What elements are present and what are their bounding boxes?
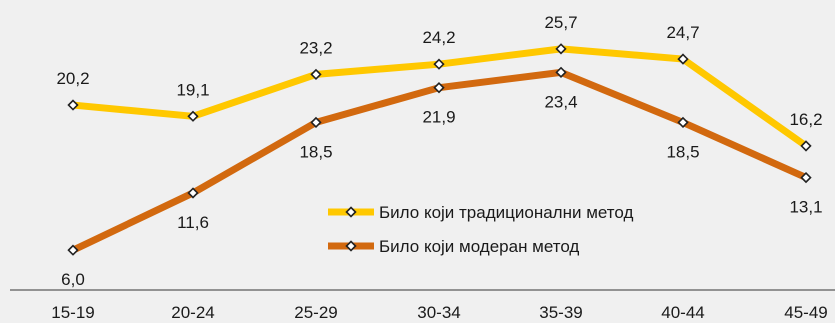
series-layer (67, 43, 812, 256)
modern-point-marker (677, 116, 689, 129)
modern-data-label: 23,4 (544, 92, 577, 111)
modern-point-marker (555, 66, 567, 78)
modern-point-marker (187, 187, 199, 199)
traditional-point-marker (433, 58, 445, 70)
modern-point-marker (800, 171, 812, 184)
traditional-point-marker (187, 110, 199, 122)
modern-data-label: 18,5 (666, 142, 699, 161)
legend-marker (345, 240, 357, 252)
traditional-point-marker (800, 140, 812, 152)
traditional-point-marker (677, 53, 689, 65)
modern-data-label: 18,5 (299, 142, 332, 161)
legend-label: Било који традиционални метод (379, 203, 633, 222)
x-tick-label: 30-34 (417, 303, 460, 322)
traditional-data-label: 24,7 (666, 23, 699, 42)
modern-point-marker (310, 116, 322, 129)
data-labels-layer: 20,2 19,1 23,2 24,2 25,7 24,7 16,2 6,0 11,6 18,5 2… (56, 13, 822, 289)
modern-point-marker (433, 82, 445, 94)
modern-data-label: 6,0 (61, 270, 85, 289)
x-tick-label: 40-44 (661, 303, 704, 322)
legend: Било који традиционални метод Било који м… (328, 203, 633, 256)
legend-label: Било који модеран метод (379, 237, 579, 256)
traditional-data-label: 16,2 (789, 110, 822, 129)
traditional-data-label: 19,1 (176, 80, 209, 99)
x-tick-label: 25-29 (294, 303, 337, 322)
modern-data-label: 13,1 (789, 198, 822, 217)
traditional-data-label: 24,2 (422, 28, 455, 47)
traditional-point-marker (67, 99, 79, 111)
traditional-data-label: 20,2 (56, 69, 89, 88)
modern-data-label: 11,6 (177, 213, 209, 232)
x-tick-label: 20-24 (171, 303, 214, 322)
x-tick-label: 45-49 (784, 303, 827, 322)
traditional-data-label: 25,7 (544, 13, 577, 32)
x-tick-label: 35-39 (539, 303, 582, 322)
legend-marker (345, 206, 357, 218)
traditional-point-marker (555, 43, 567, 55)
x-tick-label: 15-19 (51, 303, 94, 322)
traditional-data-label: 23,2 (299, 38, 332, 57)
modern-point-marker (67, 244, 79, 256)
traditional-point-marker (310, 68, 322, 81)
x-tick-labels: 15-19 20-24 25-29 30-34 35-39 40-44 45-49 (51, 303, 827, 322)
modern-data-label: 21,9 (422, 108, 455, 127)
